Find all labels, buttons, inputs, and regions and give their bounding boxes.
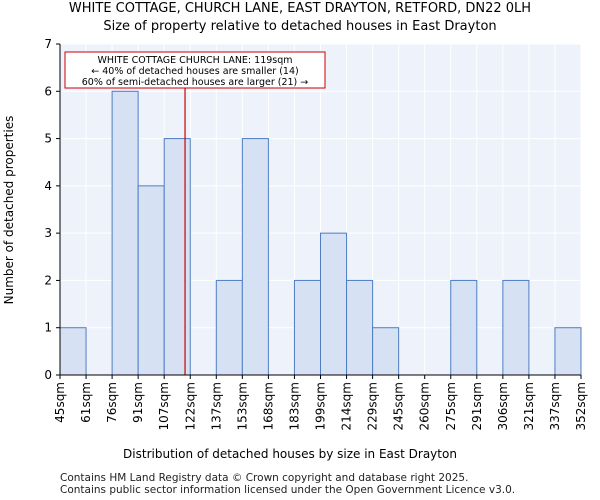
x-tick-label: 260sqm: [418, 382, 432, 430]
histogram-bar: [450, 279, 478, 376]
histogram-bar: [137, 185, 165, 376]
x-tick-label: 352sqm: [574, 382, 588, 430]
x-axis-label: Distribution of detached houses by size …: [123, 447, 457, 461]
histogram-bar: [293, 279, 322, 376]
x-tick-label: 61sqm: [79, 382, 93, 423]
histogram-bar: [554, 327, 582, 376]
histogram-bar: [372, 327, 400, 376]
histogram-bar: [111, 90, 139, 376]
x-tick-label: 76sqm: [105, 382, 119, 423]
x-tick-label: 107sqm: [157, 382, 171, 430]
histogram-bar: [163, 138, 191, 376]
y-tick-label: 3: [44, 226, 52, 240]
x-tick-label: 275sqm: [444, 382, 458, 430]
y-tick-label: 4: [44, 179, 52, 193]
y-tick-label: 2: [44, 273, 52, 287]
x-tick-label: 337sqm: [548, 382, 562, 430]
x-tick-label: 137sqm: [209, 382, 223, 430]
histogram-bar: [215, 279, 243, 376]
footer-line-2: Contains public sector information licen…: [60, 484, 516, 496]
histogram-bar: [320, 232, 348, 376]
footer-line-1: Contains HM Land Registry data © Crown c…: [60, 472, 469, 484]
histogram-bar: [241, 138, 269, 376]
x-tick-label: 183sqm: [287, 382, 301, 430]
y-tick-label: 5: [44, 132, 52, 146]
x-tick-label: 321sqm: [522, 382, 536, 430]
x-tick-label: 245sqm: [392, 382, 406, 430]
x-tick-label: 122sqm: [183, 382, 197, 430]
y-tick-label: 7: [44, 37, 52, 51]
chart-title: WHITE COTTAGE, CHURCH LANE, EAST DRAYTON…: [68, 1, 532, 16]
annotation-line-1: WHITE COTTAGE CHURCH LANE: 119sqm: [97, 55, 292, 66]
chart-subtitle: Size of property relative to detached ho…: [103, 19, 497, 34]
x-tick-label: 199sqm: [314, 382, 328, 430]
x-tick-label: 168sqm: [261, 382, 275, 430]
x-tick-label: 91sqm: [131, 382, 145, 423]
y-tick-label: 1: [44, 321, 52, 335]
x-tick-label: 291sqm: [470, 382, 484, 430]
x-tick-label: 214sqm: [340, 382, 354, 430]
annotation-line-3: 60% of semi-detached houses are larger (…: [82, 77, 309, 88]
x-tick-label: 153sqm: [235, 382, 249, 430]
x-tick-label: 229sqm: [366, 382, 380, 430]
x-tick-label: 306sqm: [496, 382, 510, 430]
histogram-bar: [59, 327, 87, 376]
histogram-bar: [502, 279, 530, 376]
y-tick-label: 0: [44, 368, 52, 382]
x-tick-label: 45sqm: [53, 382, 67, 423]
annotation-box: [64, 51, 326, 89]
y-axis-label: Number of detached properties: [2, 116, 16, 305]
y-tick-label: 6: [44, 84, 52, 98]
histogram-bar: [346, 279, 374, 376]
annotation-line-2: ← 40% of detached houses are smaller (14…: [91, 66, 298, 77]
